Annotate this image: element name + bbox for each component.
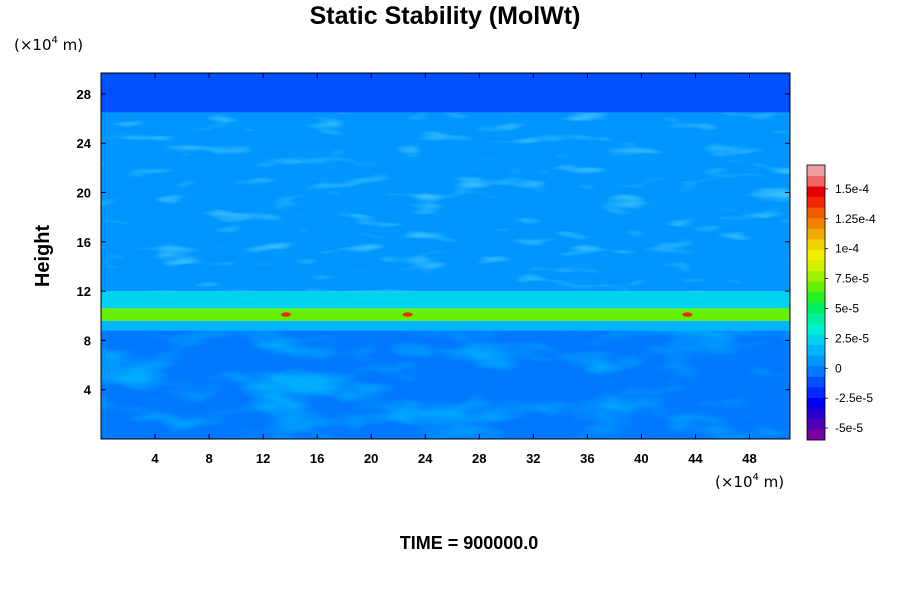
colorbar-swatch [807, 186, 825, 198]
colorbar-label: 1.5e-4 [835, 182, 869, 196]
plot-frame [100, 72, 791, 440]
colorbar-swatch [807, 313, 825, 324]
colorbar-swatch [807, 228, 825, 240]
colorbar-label: 0 [835, 361, 842, 375]
x-tick-label: 36 [580, 451, 594, 466]
y-unit-prefix: (×10 [14, 36, 52, 54]
colorbar-swatch [807, 429, 825, 441]
x-tick-label: 8 [205, 451, 212, 466]
colorbar-swatch [807, 260, 825, 272]
x-tick-label: 32 [526, 451, 540, 466]
stability-peak-2 [402, 312, 413, 317]
y-tick-label: 8 [84, 333, 91, 348]
colorbar-swatch [807, 355, 825, 367]
colorbar-swatch [807, 302, 825, 314]
colorbar-swatch [807, 175, 825, 187]
region-texture-swirl [101, 330, 790, 439]
region-upper-transition [101, 291, 790, 309]
x-tick-label: 4 [151, 451, 159, 466]
region-tropopause-band [101, 308, 790, 321]
colorbar-swatch [807, 239, 825, 250]
y-tick-label: 28 [77, 87, 91, 102]
colorbar-swatch [807, 291, 825, 303]
y-tick-label: 20 [77, 186, 91, 201]
colorbar-swatch [807, 334, 825, 346]
x-tick-label: 44 [688, 451, 703, 466]
colorbar-label: 5e-5 [835, 301, 859, 315]
colorbar-swatch [807, 397, 825, 409]
y-tick-label: 12 [77, 284, 91, 299]
y-tick-label: 16 [77, 235, 91, 250]
colorbar-swatch [807, 323, 825, 335]
colorbar-label: 1.25e-4 [835, 212, 876, 226]
colorbar-swatch [807, 376, 825, 388]
colorbar: 1.5e-4 1.25e-4 1e-4 7.5e-5 5e-5 2.5e-5 0 -2.5e-… [806, 164, 876, 441]
y-tick-label: 4 [84, 383, 92, 398]
colorbar-swatch [807, 365, 825, 377]
x-tick-label: 20 [364, 451, 378, 466]
stability-peak-3 [682, 312, 693, 317]
colorbar-label: 7.5e-5 [835, 272, 869, 286]
y-axis-label: Height [32, 225, 54, 288]
colorbar-swatch [807, 387, 825, 398]
colorbar-frame [806, 164, 826, 441]
x-tick-label: 40 [634, 451, 648, 466]
colorbar-swatch [807, 217, 825, 229]
x-tick-label: 16 [310, 451, 324, 466]
x-tick-label: 12 [256, 451, 270, 466]
colorbar-swatch [807, 408, 825, 420]
colorbar-swatch [807, 249, 825, 261]
colorbar-label: 2.5e-5 [835, 331, 869, 345]
colorbar-swatch [807, 196, 825, 208]
colorbar-label: -5e-5 [835, 421, 863, 435]
colorbar-swatch [807, 418, 825, 430]
time-label: TIME = 900000.0 [400, 533, 539, 553]
region-texture-streaks [101, 112, 790, 292]
x-unit-prefix: (×10 [715, 473, 753, 491]
colorbar-swatch [807, 165, 825, 176]
chart-title: Static Stability (MolWt) [310, 2, 581, 30]
x-unit-suffix: m) [759, 473, 784, 491]
colorbar-swatch [807, 281, 825, 293]
stability-peak-1 [281, 312, 292, 317]
x-tick-label: 48 [742, 451, 756, 466]
x-tick-label: 24 [418, 451, 433, 466]
y-tick-label: 24 [77, 136, 92, 151]
colorbar-swatch [807, 344, 825, 356]
y-unit-exponent: 4 [52, 35, 58, 46]
colorbar-label: -2.5e-5 [835, 391, 873, 405]
region-transition [101, 320, 790, 331]
x-axis: 4 8 12 16 20 24 28 32 36 40 44 48 [151, 73, 757, 466]
x-unit-exponent: 4 [753, 472, 759, 483]
colorbar-label: 1e-4 [835, 242, 859, 256]
y-axis: 4 8 12 16 20 24 28 [77, 87, 790, 398]
region-top-layer [101, 73, 790, 113]
plot-area [101, 73, 790, 439]
colorbar-swatch [807, 207, 825, 219]
x-axis-unit: (×104 m) [715, 472, 784, 491]
y-axis-unit: (×104 m) [14, 35, 83, 54]
x-tick-label: 28 [472, 451, 486, 466]
y-unit-suffix: m) [58, 36, 83, 54]
colorbar-swatch [807, 270, 825, 282]
